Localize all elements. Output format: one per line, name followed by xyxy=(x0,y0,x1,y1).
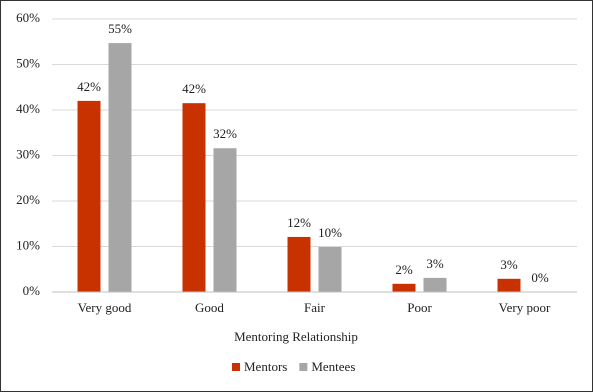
bar xyxy=(318,246,342,292)
bar xyxy=(287,236,311,292)
data-label: 10% xyxy=(318,225,342,240)
bar xyxy=(213,148,237,292)
legend-label: Mentors xyxy=(244,359,287,374)
bar xyxy=(77,100,101,293)
x-tick-label: Very good xyxy=(78,300,132,315)
bar xyxy=(497,278,521,292)
data-label: 12% xyxy=(287,215,311,230)
legend-swatch xyxy=(299,363,308,371)
y-tick-label: 40% xyxy=(16,101,40,116)
x-axis-title: Mentoring Relationship xyxy=(234,329,358,344)
y-tick-label: 10% xyxy=(16,237,40,252)
y-tick-label: 0% xyxy=(23,283,41,298)
data-label: 3% xyxy=(500,257,518,272)
legend-swatch xyxy=(232,363,240,371)
data-label: 0% xyxy=(531,270,549,285)
data-label: 55% xyxy=(108,21,132,36)
data-label: 3% xyxy=(426,256,444,271)
x-tick-label: Good xyxy=(195,300,224,315)
bar xyxy=(423,277,447,292)
y-tick-label: 30% xyxy=(16,146,40,161)
bar xyxy=(108,43,132,292)
data-label: 42% xyxy=(182,81,206,96)
x-tick-label: Poor xyxy=(407,300,432,315)
data-label: 2% xyxy=(395,262,413,277)
x-tick-label: Very poor xyxy=(499,300,551,315)
bar xyxy=(182,103,206,292)
y-tick-label: 60% xyxy=(16,10,40,25)
y-tick-label: 50% xyxy=(16,55,40,70)
data-label: 32% xyxy=(213,126,237,141)
legend-label: Mentees xyxy=(311,359,355,374)
bar xyxy=(392,283,416,292)
x-tick-label: Fair xyxy=(304,300,326,315)
data-label: 42% xyxy=(77,79,101,94)
y-tick-label: 20% xyxy=(16,192,40,207)
